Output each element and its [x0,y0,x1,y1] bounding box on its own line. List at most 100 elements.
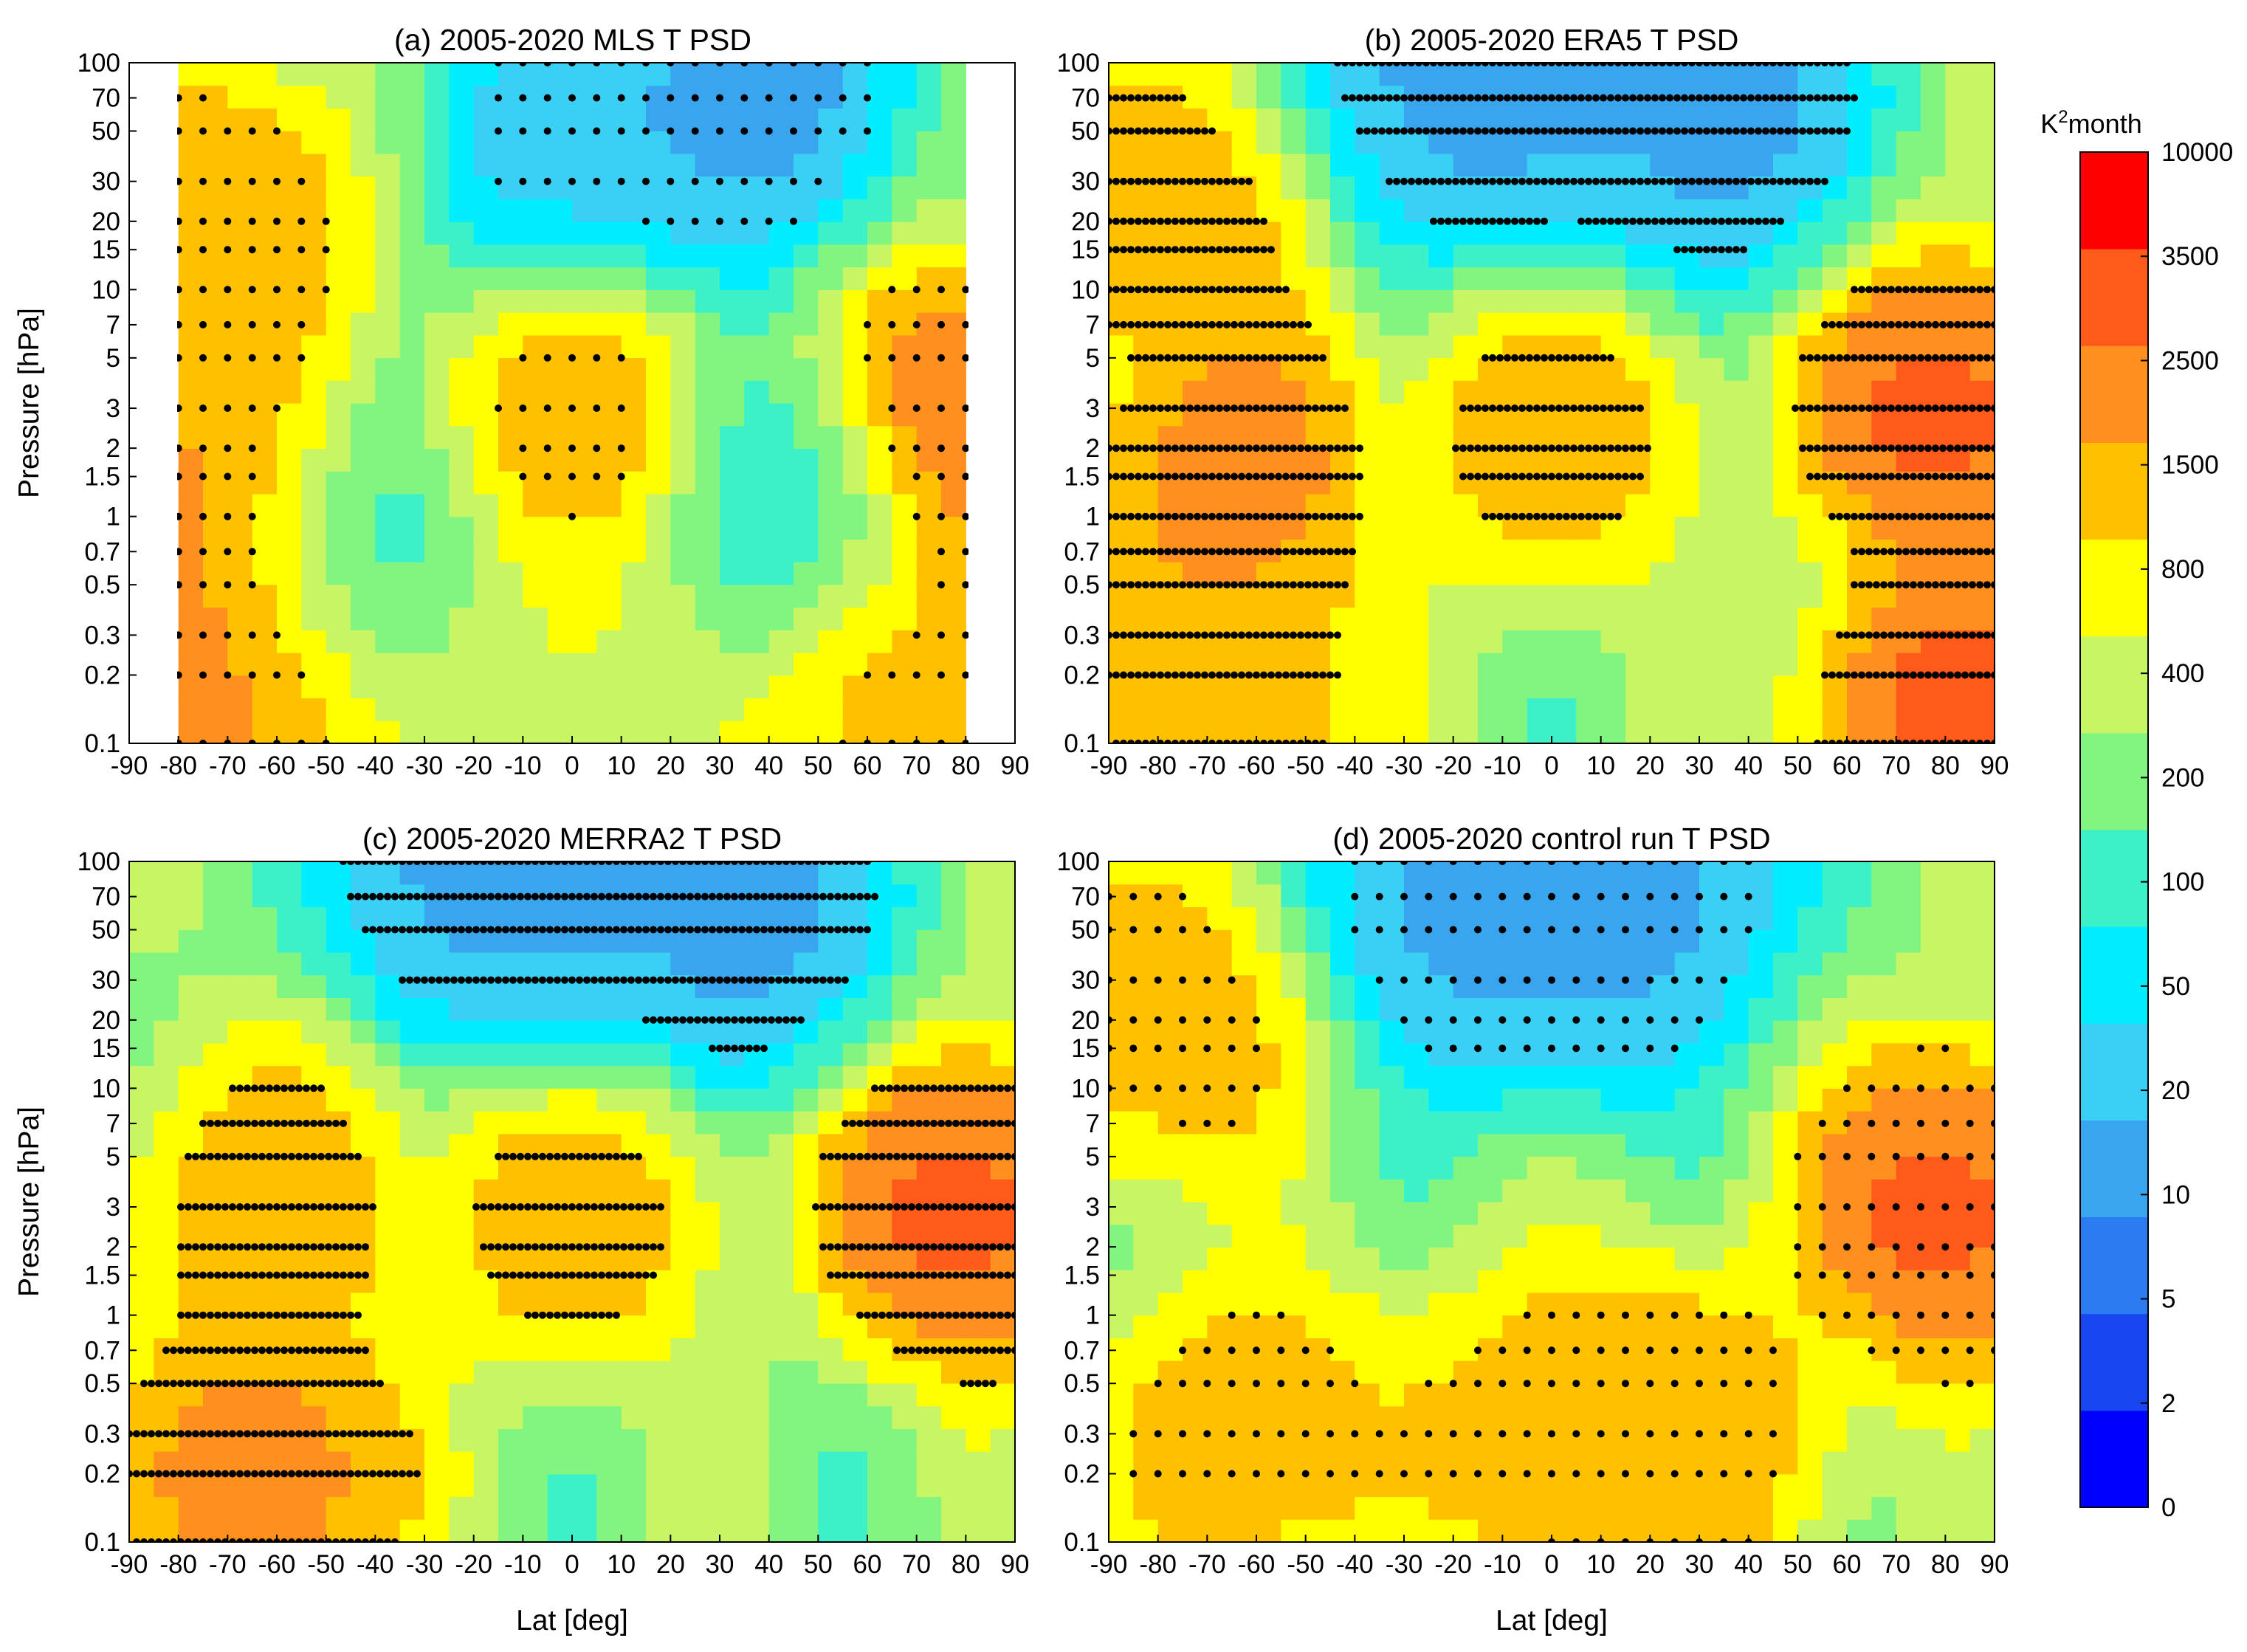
heatmap-cell [252,1020,278,1044]
significance-dot [1902,444,1910,452]
heatmap-cell [768,1042,794,1067]
significance-dot [177,472,182,481]
heatmap-cell [547,493,573,517]
heatmap-cell [768,906,794,930]
significance-dot [1326,472,1334,481]
significance-dot [1784,127,1792,135]
significance-dot [224,127,232,135]
heatmap-cell [1600,584,1626,608]
significance-dot [1755,127,1762,135]
significance-dot [1496,472,1504,481]
heatmap-cell [695,153,720,177]
heatmap-cell [154,906,179,930]
heatmap-cell [498,997,523,1021]
significance-dot [1769,217,1777,225]
x-tick-label: -90 [1090,751,1128,780]
heatmap-cell [498,334,523,359]
significance-dot [1821,405,1828,412]
significance-dot [1585,127,1592,135]
heatmap-cell [916,1179,942,1202]
heatmap-cell [941,108,966,131]
significance-dot [878,1311,886,1319]
heatmap-cell [941,266,966,290]
heatmap-cell [1502,289,1528,313]
heatmap-cell [1453,108,1479,131]
significance-dot [384,1470,391,1478]
heatmap-cell [498,1338,523,1361]
heatmap-cell [1625,289,1651,313]
significance-dot [1164,177,1171,185]
significance-dot [1408,177,1415,185]
heatmap-cell [1921,720,1946,743]
significance-dot [273,1346,281,1355]
heatmap-cell [498,1042,523,1067]
heatmap-cell [203,653,228,676]
heatmap-cell [794,334,819,359]
heatmap-cell [621,1360,647,1384]
heatmap-cell [646,1270,671,1293]
heatmap-cell [1428,153,1454,177]
significance-dot [912,631,921,639]
significance-dot [1828,512,1836,520]
significance-dot [1622,127,1629,135]
significance-dot [740,177,749,185]
heatmap-cell [399,312,425,336]
significance-dot [1319,444,1326,452]
heatmap-cell [1699,539,1724,562]
heatmap-cell [277,584,302,608]
heatmap-cell [867,244,892,268]
significance-dot [1149,631,1157,639]
heatmap-cell [1650,493,1676,517]
significance-dot [1179,405,1186,412]
heatmap-cell [399,997,425,1021]
significance-dot [1208,581,1216,589]
heatmap-cell [916,108,942,131]
heatmap-cell [818,562,844,585]
heatmap-cell [842,675,868,699]
significance-dot [1452,94,1459,102]
heatmap-cell [1896,357,1921,381]
significance-dot [1231,405,1238,412]
heatmap-cell [1355,199,1380,222]
significance-dot [1127,671,1135,679]
significance-dot [1260,548,1267,556]
heatmap-cell [473,1315,499,1338]
significance-dot [1917,405,1924,412]
significance-dot [561,1271,568,1279]
significance-dot [177,1470,185,1478]
heatmap-cell [1576,448,1602,472]
heatmap-cell [375,951,401,976]
heatmap-cell [301,493,327,517]
significance-dot [1932,354,1939,362]
significance-dot [199,246,207,254]
heatmap-cell [646,1111,671,1135]
significance-dot [901,1346,908,1355]
significance-dot [1511,512,1518,520]
significance-dot [1245,217,1253,225]
heatmap-cell [498,403,523,427]
significance-dot [1947,286,1954,294]
heatmap-cell [867,266,892,290]
heatmap-cell [646,698,671,721]
heatmap-cell [596,1360,622,1384]
heatmap-cell [941,471,966,495]
heatmap-cell [1847,448,1872,472]
heatmap-cell [1650,562,1676,585]
significance-dot [1954,512,1961,520]
heatmap-cell [916,1133,942,1157]
heatmap-cell [1847,176,1872,199]
heatmap-cell [695,562,720,585]
heatmap-cell [326,1247,351,1270]
heatmap-cell [326,1042,351,1067]
heatmap-cell [326,244,351,268]
heatmap-cell [1379,266,1405,290]
heatmap-cell [572,1042,597,1067]
significance-dot [962,472,968,481]
significance-dot [1622,472,1629,481]
significance-dot [192,1311,199,1319]
heatmap-cell [178,403,204,427]
significance-dot [1843,63,1851,66]
significance-dot [1142,354,1149,362]
heatmap-cell [498,266,523,290]
heatmap-cell [449,403,475,427]
